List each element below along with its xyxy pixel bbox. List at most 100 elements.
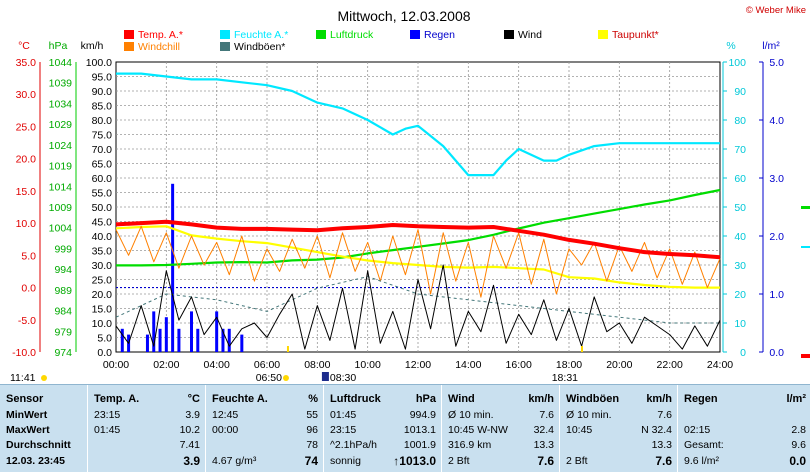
stats-cell-value: 13.3	[533, 439, 554, 451]
stats-label-avg: Durchschnitt	[6, 439, 71, 451]
pressure-tick-label: 1039	[49, 78, 73, 90]
stats-header-hum: Feuchte A.%	[212, 392, 318, 406]
temp-tick-label: 0.0	[21, 283, 36, 295]
humidity-tick-label: 100	[728, 57, 746, 69]
time-tick-label: 02:00	[153, 359, 179, 371]
legend-label: Temp. A.*	[138, 29, 183, 41]
wind-tick-label: 5.0	[97, 333, 112, 345]
humidity-tick-label: 20	[734, 289, 746, 301]
stats-header-label: Wind	[448, 393, 475, 405]
rain-tick-label: 2.0	[769, 231, 784, 243]
pressure-axis-unit: hPa	[49, 40, 68, 52]
time-tick-label: 14:00	[455, 359, 481, 371]
humidity-tick-label: 30	[734, 260, 746, 272]
wind-tick-label: 60.0	[92, 173, 113, 185]
stats-cell-value: 7.6	[657, 409, 672, 421]
stats-cell-note: sonnig	[330, 455, 361, 467]
pressure-tick-label: 994	[54, 264, 72, 276]
time-tick-label: 22:00	[657, 359, 683, 371]
temp-tick-label: 10.0	[16, 218, 37, 230]
stats-header-rain: Regen l/m²	[684, 392, 806, 406]
series-line-luftdruck	[116, 188, 721, 267]
legend-swatch	[504, 30, 514, 39]
stats-cell-gust: 2 Bft 7.6	[566, 454, 672, 468]
wind-tick-label: 35.0	[92, 246, 113, 258]
stats-header-label: Feuchte A.	[212, 393, 268, 405]
time-tick-label: 24:00	[707, 359, 733, 371]
legend-swatch	[410, 30, 420, 39]
stats-cell-value: 3.9	[183, 454, 200, 468]
pressure-tick-label: 1044	[49, 57, 73, 69]
series-line-tempa	[115, 219, 721, 260]
stats-header-unit: %	[308, 393, 318, 405]
stats-cell-hum: 4.67 g/m³ 74	[212, 454, 318, 468]
stats-cell-note: 12:45	[212, 409, 239, 421]
legend-label: Feuchte A.*	[234, 29, 288, 41]
rain-tick-label: 1.0	[769, 289, 784, 301]
series-line-feuchtea	[116, 72, 720, 177]
humidity-tick-label: 0	[740, 347, 746, 359]
rain-bar	[164, 317, 168, 352]
stats-cell-rain: 02:15 2.8	[684, 423, 806, 437]
rain-bar	[171, 183, 175, 352]
rain-bar	[145, 334, 149, 352]
pressure-tick-label: 1034	[49, 98, 73, 110]
rain-bar	[227, 328, 231, 352]
stats-cell-value: 1001.9	[403, 439, 436, 451]
humidity-tick-label: 50	[734, 202, 746, 214]
sunset-time: 18:31	[552, 372, 578, 384]
stats-header-press: Luftdruck hPa	[330, 392, 436, 406]
stats-cell-gust: 10:45 N 32.4	[566, 423, 672, 437]
stats-cell-hum: 78	[212, 438, 318, 452]
legend-swatch	[220, 42, 230, 51]
stats-cell-note: 2 Bft	[566, 455, 588, 467]
stats-header-temp: Temp. A. °C	[94, 392, 200, 406]
wind-tick-label: 95.0	[92, 72, 113, 84]
sunrise-icon	[282, 375, 289, 381]
legend-label: Regen	[424, 29, 455, 41]
legend-label: Luftdruck	[330, 29, 374, 41]
stats-cell-wind: 10:45 W-NW 32.4	[448, 423, 554, 437]
rain-bar	[190, 311, 193, 352]
stats-cell-value: 3.9	[185, 409, 200, 421]
sunrise-time: 06:50	[256, 372, 282, 384]
pressure-tick-label: 1004	[49, 223, 73, 235]
stats-header-label: Temp. A.	[94, 393, 140, 405]
wind-tick-label: 65.0	[92, 159, 113, 171]
time-tick-label: 20:00	[606, 359, 632, 371]
pressure-tick-label: 1024	[49, 140, 73, 152]
stats-cell-value: ↑1013.0	[393, 454, 436, 468]
stats-cell-value: 994.9	[409, 409, 436, 421]
wind-tick-label: 80.0	[92, 115, 113, 127]
temp-tick-label: 20.0	[16, 154, 37, 166]
stats-cell-note: Gesamt:	[684, 439, 724, 451]
temp-tick-label: 30.0	[16, 89, 37, 101]
legend-swatch	[124, 30, 134, 39]
stats-cell-note: Ø 10 min.	[448, 409, 494, 421]
stats-cell-press: ^2.1hPa/h 1001.9	[330, 438, 436, 452]
rain-tick-label: 5.0	[769, 57, 784, 69]
stats-header-label: Windböen	[566, 393, 620, 405]
time-tick-label: 06:00	[254, 359, 280, 371]
pressure-tick-label: 1019	[49, 161, 73, 173]
pressure-tick-label: 989	[54, 285, 72, 297]
temp-tick-label: 15.0	[16, 186, 37, 198]
stats-cell-press: sonnig ↑1013.0	[330, 454, 436, 468]
rain-bar	[240, 334, 244, 352]
stats-col-rain: Regen l/m² 02:15 2.8 Gesamt: 9.6 9.6 l/m² 0.0	[677, 385, 810, 472]
weather-chart: Mittwoch, 12.03.2008 © Weber Mike Temp. …	[10, 5, 810, 384]
wind-tick-label: 25.0	[92, 275, 113, 287]
stats-cell-wind: 316.9 km 13.3	[448, 438, 554, 452]
stats-cell-wind: Ø 10 min. 7.6	[448, 408, 554, 422]
stats-cell-temp: 23:15 3.9	[94, 408, 200, 422]
stats-cell-rain: Gesamt: 9.6	[684, 438, 806, 452]
stats-label-max: MaxWert	[6, 424, 50, 436]
rain-axis-unit: l/m²	[762, 40, 780, 52]
stats-col-gust: Windböen km/h Ø 10 min. 7.6 10:45 N 32.4 13.3 2…	[559, 385, 677, 472]
series-line-taupunkt	[115, 225, 720, 289]
pressure-tick-label: 1029	[49, 119, 73, 131]
stats-col-hum: Feuchte A.% 12:45 55 00:00 96 78 4.67 g/m³ 74	[205, 385, 323, 472]
stats-cell-value: 9.6	[791, 439, 806, 451]
stats-cell-note: 316.9 km	[448, 439, 492, 451]
stats-cell-value: 96	[306, 424, 318, 436]
